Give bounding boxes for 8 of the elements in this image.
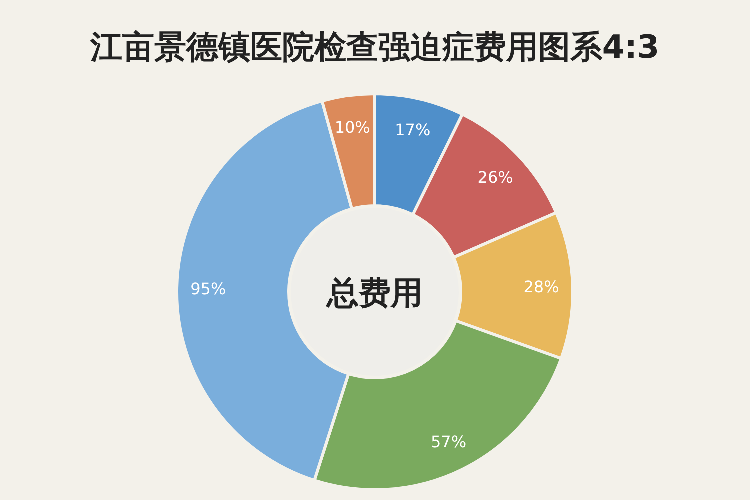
chart-title: 江亩景德镇医院检查强迫症费用图系4:3 (89, 28, 660, 66)
data-label: 10% (334, 118, 370, 137)
data-label: 17% (395, 120, 431, 140)
data-label: 95% (190, 280, 226, 299)
text: 总费用 (326, 274, 423, 312)
data-label: 28% (524, 277, 560, 296)
data-label: 57% (430, 432, 467, 452)
data-label: 26% (478, 168, 514, 187)
